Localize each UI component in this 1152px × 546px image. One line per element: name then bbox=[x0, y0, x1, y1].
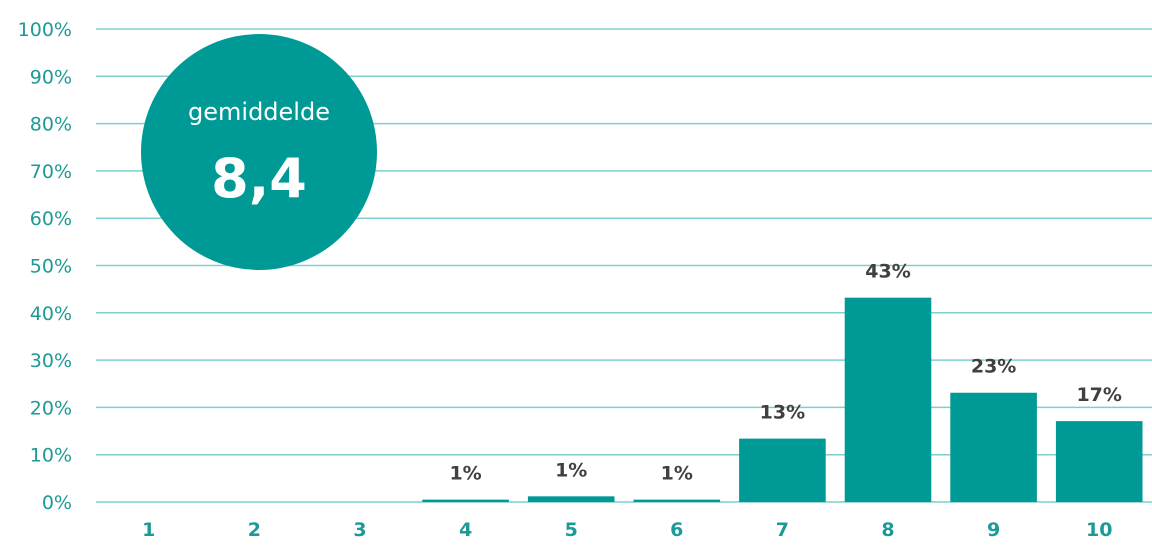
bar-value-label: 1% bbox=[449, 463, 481, 485]
bar-value-label: 1% bbox=[661, 463, 693, 485]
y-tick-label: 0% bbox=[42, 492, 72, 514]
x-tick-label: 9 bbox=[987, 519, 1000, 541]
bar-value-label: 1% bbox=[555, 459, 587, 481]
data-labels: 1% 1% 1% 13% 43% 23% 17% bbox=[449, 261, 1121, 485]
x-tick-label: 10 bbox=[1086, 519, 1112, 541]
bar bbox=[527, 496, 615, 502]
y-tick-label: 100% bbox=[18, 19, 72, 41]
y-tick-label: 50% bbox=[30, 256, 72, 278]
x-tick-label: 5 bbox=[565, 519, 578, 541]
y-tick-label: 10% bbox=[30, 445, 72, 467]
bar bbox=[844, 297, 932, 502]
bars bbox=[422, 297, 1143, 502]
y-tick-label: 30% bbox=[30, 350, 72, 372]
bar-value-label: 43% bbox=[865, 261, 910, 283]
x-tick-label: 3 bbox=[353, 519, 366, 541]
average-badge-label: gemiddelde bbox=[188, 98, 330, 126]
bar bbox=[950, 392, 1037, 502]
average-badge-value: 8,4 bbox=[211, 147, 307, 210]
bar bbox=[422, 499, 509, 502]
y-axis: 0% 10% 20% 30% 40% 50% 60% 70% 80% 90% 100% bbox=[18, 19, 72, 514]
y-tick-label: 60% bbox=[30, 208, 72, 230]
bar-value-label: 17% bbox=[1076, 384, 1121, 406]
y-tick-label: 40% bbox=[30, 303, 72, 325]
x-tick-label: 1 bbox=[142, 519, 155, 541]
y-tick-label: 90% bbox=[30, 66, 72, 88]
bar bbox=[739, 438, 826, 502]
bar-value-label: 13% bbox=[760, 402, 805, 424]
x-tick-label: 8 bbox=[881, 519, 894, 541]
x-tick-label: 2 bbox=[248, 519, 261, 541]
average-badge-circle bbox=[141, 34, 377, 270]
x-tick-label: 7 bbox=[776, 519, 789, 541]
bar bbox=[633, 499, 721, 502]
x-axis: 1 2 3 4 5 6 7 8 9 10 bbox=[142, 519, 1112, 541]
bar-value-label: 23% bbox=[971, 356, 1016, 378]
bar bbox=[1055, 421, 1143, 502]
y-tick-label: 80% bbox=[30, 114, 72, 136]
y-tick-label: 70% bbox=[30, 161, 72, 183]
x-tick-label: 4 bbox=[459, 519, 472, 541]
average-badge: gemiddelde 8,4 bbox=[141, 34, 377, 270]
x-tick-label: 6 bbox=[670, 519, 683, 541]
y-tick-label: 20% bbox=[30, 397, 72, 419]
